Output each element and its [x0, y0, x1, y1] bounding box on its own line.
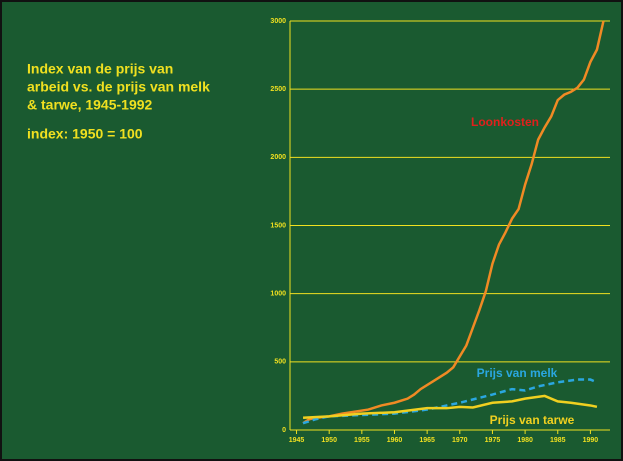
x-tick-label: 1960 — [387, 437, 403, 444]
y-tick-label: 3000 — [270, 18, 286, 25]
series-line — [302, 394, 598, 419]
x-tick-label: 1965 — [419, 437, 435, 444]
x-tick-label: 1945 — [289, 437, 305, 444]
x-tick-label: 1980 — [517, 437, 533, 444]
series-line — [302, 20, 605, 425]
y-tick-label: 500 — [274, 359, 286, 366]
series-line — [302, 378, 598, 425]
y-tick-label: 2000 — [270, 154, 286, 161]
y-tick-label: 1000 — [270, 291, 286, 298]
x-tick-label: 1970 — [452, 437, 468, 444]
x-tick-label: 1975 — [485, 437, 501, 444]
y-tick-label: 1500 — [270, 222, 286, 229]
x-tick-label: 1955 — [354, 437, 370, 444]
series-label: Loonkosten — [471, 115, 539, 129]
title-line: arbeid vs. de prijs van melk — [27, 79, 210, 95]
x-tick-label: 1950 — [321, 437, 337, 444]
title-line: & tarwe, 1945-1992 — [27, 97, 153, 113]
y-tick-label: 2500 — [270, 86, 286, 93]
x-tick-label: 1990 — [583, 437, 599, 444]
y-tick-label: 0 — [282, 427, 286, 434]
series-label: Prijs van melk — [477, 366, 558, 380]
subtitle: index: 1950 = 100 — [27, 126, 143, 142]
title-line: Index van de prijs van — [27, 61, 173, 77]
x-tick-label: 1985 — [550, 437, 566, 444]
series-label: Prijs van tarwe — [490, 413, 575, 427]
